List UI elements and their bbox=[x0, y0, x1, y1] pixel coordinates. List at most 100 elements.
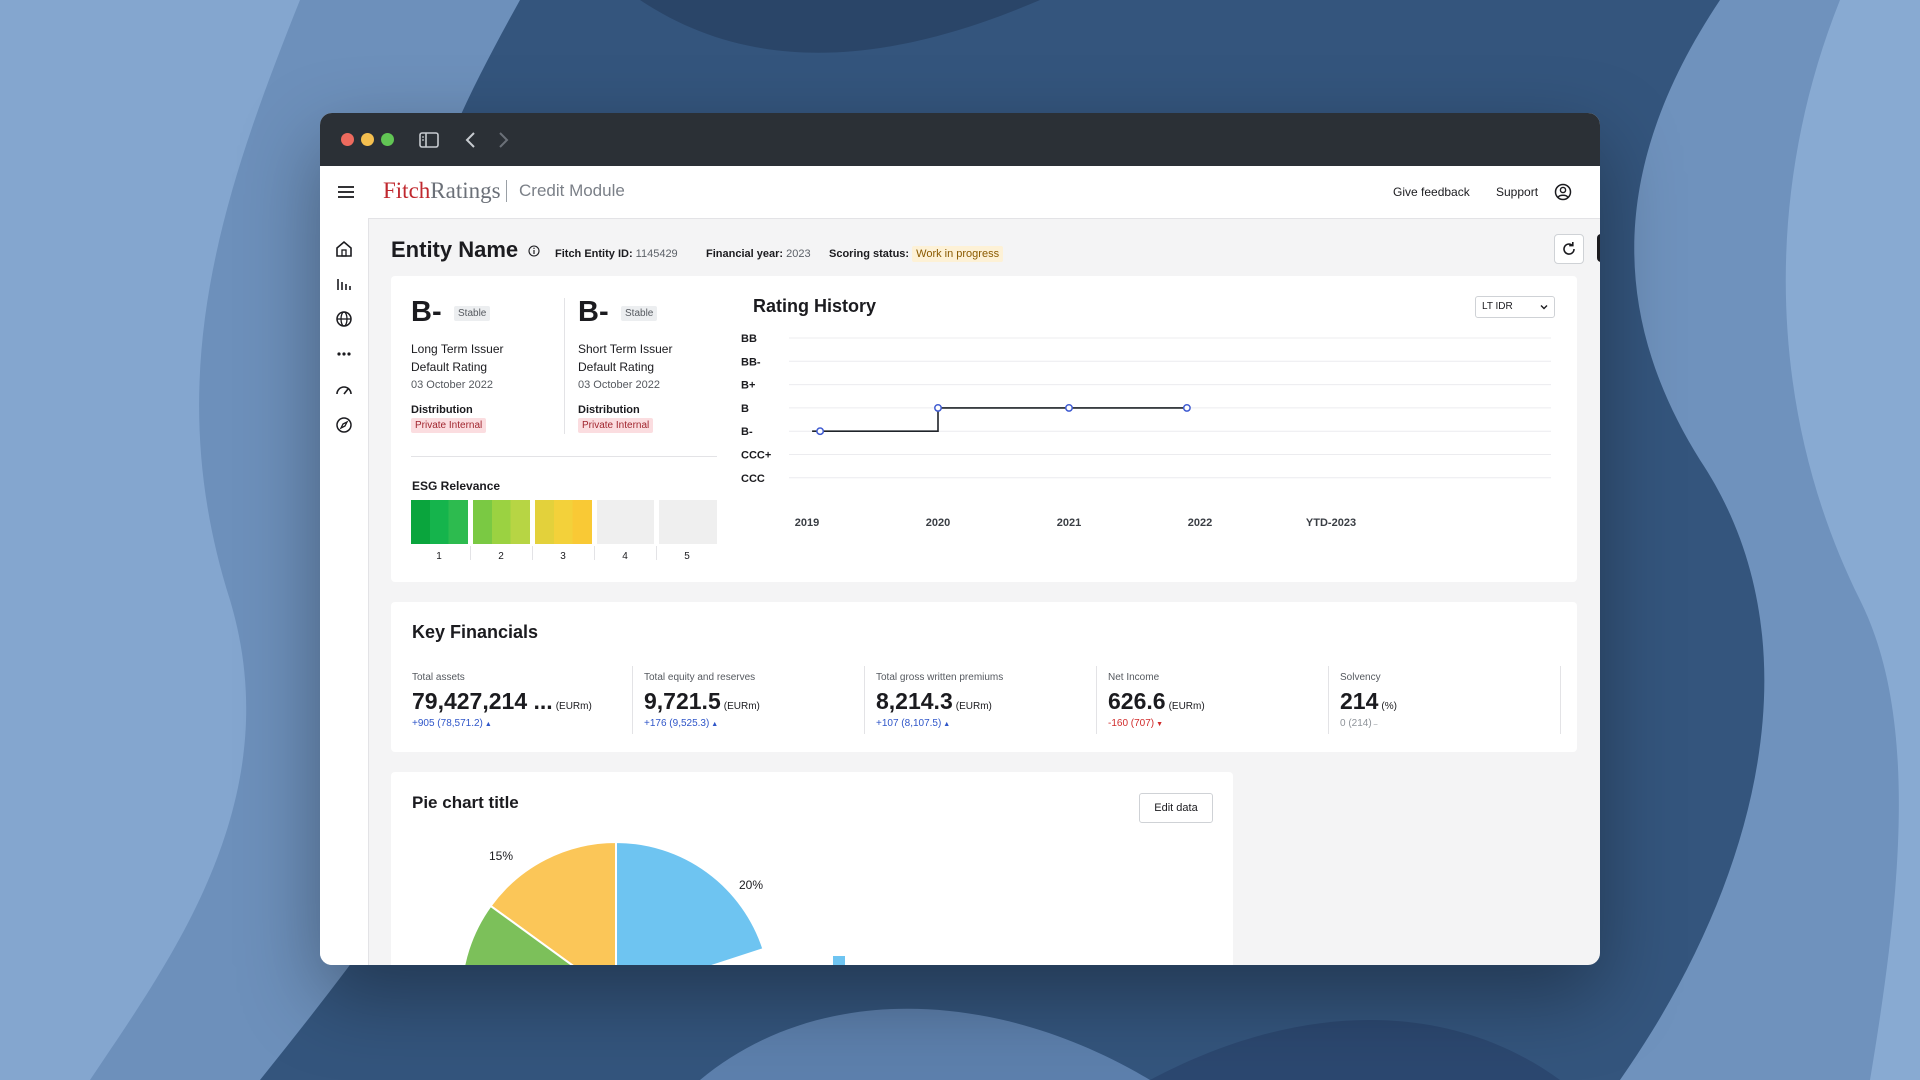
compass-icon[interactable] bbox=[333, 414, 355, 436]
y-tick-label: B+ bbox=[741, 380, 755, 392]
esg-level-2-bar bbox=[473, 500, 530, 544]
kf-label: Net Income bbox=[1108, 672, 1160, 683]
esg-level-1-label: 1 bbox=[436, 551, 442, 562]
scoring-status-label: Scoring status: bbox=[829, 248, 910, 260]
kf-unit: (EURm) bbox=[723, 701, 760, 712]
esg-level-4-bar bbox=[597, 500, 654, 544]
kf-delta: +107 (8,107.5) ▲ bbox=[876, 718, 951, 729]
esg-level-5-bar bbox=[659, 500, 717, 544]
rating-point[interactable] bbox=[816, 427, 825, 436]
lt-idr-date: 03 October 2022 bbox=[411, 379, 493, 391]
rating-history-title: Rating History bbox=[753, 296, 877, 316]
fitch-ratings-logo[interactable]: FitchRatings bbox=[383, 178, 501, 204]
st-idr-label: Short Term Issuer Default Rating bbox=[578, 342, 673, 374]
esg-level-2-label: 2 bbox=[498, 551, 504, 562]
esg-level-3-label: 3 bbox=[560, 551, 566, 562]
kf-divider bbox=[1560, 666, 1561, 734]
kf-unit: (EURm) bbox=[1168, 701, 1205, 712]
home-icon[interactable] bbox=[333, 238, 355, 260]
key-financials-card: Key Financials Total assets 79,427,214 ..… bbox=[391, 602, 1577, 752]
minimize-dot[interactable] bbox=[361, 133, 374, 146]
pie-slice[interactable] bbox=[461, 904, 616, 965]
kf-value: 9,721.5 (EURm) bbox=[644, 688, 760, 714]
financial-year: Financial year: 2023 bbox=[706, 248, 811, 260]
rating-point[interactable] bbox=[934, 403, 942, 412]
lt-idr-outlook-badge: Stable bbox=[454, 306, 491, 321]
give-feedback-link[interactable]: Give feedback bbox=[1393, 185, 1470, 199]
y-tick-label: B- bbox=[741, 426, 753, 438]
financial-year-label: Financial year: bbox=[706, 248, 784, 260]
st-idr-date: 03 October 2022 bbox=[578, 379, 660, 391]
close-dot[interactable] bbox=[341, 133, 354, 146]
x-tick-label: 2019 bbox=[795, 517, 819, 529]
refresh-icon bbox=[1563, 242, 1575, 255]
key-financials-title: Key Financials bbox=[412, 622, 539, 642]
lt-idr-label: Long Term Issuer Default Rating bbox=[411, 342, 504, 374]
rating-type-selected: LT IDR bbox=[1482, 301, 1513, 312]
rating-divider bbox=[564, 298, 565, 434]
pie-chart: 15% 20% bbox=[461, 840, 845, 965]
y-tick-label: BB- bbox=[741, 356, 761, 368]
logo-ratings-text: Ratings bbox=[430, 178, 501, 203]
globe-icon[interactable] bbox=[333, 308, 355, 330]
kf-label: Total equity and reserves bbox=[644, 672, 756, 683]
kf-delta: 0 (214) – bbox=[1340, 718, 1378, 729]
app-header: FitchRatings Credit Module Give feedback… bbox=[320, 166, 1600, 219]
kf-label: Total assets bbox=[412, 672, 465, 683]
pie-slice[interactable] bbox=[615, 840, 765, 965]
back-arrow-icon[interactable] bbox=[458, 127, 484, 153]
kf-value: 214 (%) bbox=[1340, 688, 1397, 714]
kf-delta: -160 (707) ▼ bbox=[1108, 718, 1164, 729]
rating-line bbox=[812, 407, 1187, 432]
export-button[interactable] bbox=[1597, 234, 1600, 262]
kf-value: 8,214.3 (EURm) bbox=[876, 688, 992, 714]
kf-divider bbox=[1096, 666, 1097, 734]
kf-label: Total gross written premiums bbox=[876, 672, 1004, 683]
kf-divider bbox=[632, 666, 633, 734]
rating-type-dropdown[interactable]: LT IDR bbox=[1475, 296, 1555, 318]
support-link[interactable]: Support bbox=[1496, 185, 1539, 199]
sidebar-toggle-icon[interactable] bbox=[416, 127, 442, 153]
forward-arrow-icon[interactable] bbox=[490, 127, 516, 153]
y-tick-label: B bbox=[741, 403, 749, 415]
more-icon[interactable] bbox=[333, 343, 355, 365]
pie-label: 15% bbox=[489, 849, 513, 863]
logo-divider bbox=[506, 180, 507, 202]
kf-unit: (EURm) bbox=[555, 701, 592, 712]
rating-history-chart: CCC CCC+ B- B B+ BB- BB 2019 2020 2021 2022 YTD-202… bbox=[741, 333, 1551, 529]
edit-data-button[interactable]: Edit data bbox=[1139, 793, 1213, 823]
down-trend-icon: ▼ bbox=[1154, 721, 1164, 728]
logo-fitch-text: Fitch bbox=[383, 178, 431, 203]
pie-label: 20% bbox=[739, 878, 763, 892]
x-tick-label: 2021 bbox=[1057, 517, 1081, 529]
hamburger-menu-icon[interactable] bbox=[335, 181, 357, 203]
y-tick-label: CCC bbox=[741, 473, 765, 485]
st-idr-distribution-badge: Private Internal bbox=[578, 418, 654, 433]
up-trend-icon: ▲ bbox=[482, 721, 492, 728]
pie-slice[interactable] bbox=[489, 840, 617, 965]
kf-delta: +905 (78,571.2) ▲ bbox=[412, 718, 492, 729]
st-idr-distribution-label: Distribution bbox=[578, 404, 640, 416]
kf-divider bbox=[864, 666, 865, 734]
bar-chart-icon[interactable] bbox=[333, 273, 355, 295]
kf-label: Solvency bbox=[1340, 672, 1381, 683]
rating-point[interactable] bbox=[1065, 403, 1073, 412]
ratings-esg-divider bbox=[411, 456, 717, 457]
st-idr-outlook-badge: Stable bbox=[621, 306, 658, 321]
esg-relevance-title: ESG Relevance bbox=[412, 479, 501, 493]
up-trend-icon: ▲ bbox=[941, 721, 951, 728]
maximize-dot[interactable] bbox=[381, 133, 394, 146]
user-account-icon[interactable] bbox=[1553, 182, 1573, 202]
page-title: Entity Name bbox=[391, 237, 540, 263]
refresh-button[interactable] bbox=[1554, 234, 1584, 264]
y-tick-label: CCC+ bbox=[741, 450, 771, 462]
info-icon[interactable] bbox=[528, 245, 540, 257]
browser-window: FitchRatings Credit Module Give feedback… bbox=[320, 113, 1600, 965]
entity-id-value: 1145429 bbox=[635, 248, 678, 260]
scoring-status: Scoring status: Work in progress bbox=[829, 246, 1004, 262]
rating-point[interactable] bbox=[1182, 403, 1191, 412]
x-tick-label: 2020 bbox=[926, 517, 950, 529]
y-tick-label: BB bbox=[741, 333, 757, 345]
pie-chart-card: Pie chart title Edit data 15% 20% bbox=[391, 772, 1233, 965]
gauge-icon[interactable] bbox=[333, 379, 355, 401]
